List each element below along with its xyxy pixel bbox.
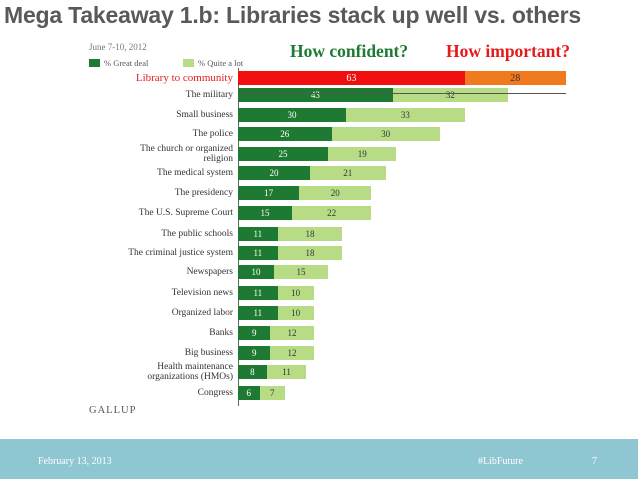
category-label: Organized labor — [171, 308, 233, 318]
gallup-logo: GALLUP — [89, 405, 137, 416]
category-label: The military — [185, 90, 233, 100]
category-label: The U.S. Supreme Court — [138, 208, 233, 218]
category-label: The medical system — [157, 168, 233, 178]
bar-segment-great-deal: 15 — [238, 206, 292, 220]
category-label: The presidency — [174, 188, 233, 198]
bar-segment-great-deal: 43 — [238, 88, 393, 102]
category-label: Banks — [209, 328, 233, 338]
bar-segment-quite-a-lot: 28 — [464, 71, 566, 85]
legend-swatch-quite-a-lot — [183, 59, 194, 67]
bar-segment-quite-a-lot: 12 — [270, 326, 314, 340]
category-label: Television news — [171, 288, 233, 298]
category-label: Small business — [176, 110, 233, 120]
survey-date: June 7-10, 2012 — [89, 42, 147, 52]
reference-line — [238, 93, 566, 94]
bar-segment-great-deal: 26 — [238, 127, 332, 141]
legend-label-quite-a-lot: % Quite a lot — [198, 58, 244, 68]
bar-segment-great-deal: 11 — [238, 227, 278, 241]
bar-segment-quite-a-lot: 21 — [310, 166, 386, 180]
category-label-line: religion — [203, 154, 233, 164]
bar-segment-great-deal: 63 — [238, 71, 465, 85]
bar-segment-quite-a-lot: 18 — [277, 246, 343, 260]
category-label: Health maintenance organizations (HMOs) — [83, 362, 233, 382]
category-label: Newspapers — [186, 267, 233, 277]
bar-segment-quite-a-lot: 11 — [266, 365, 307, 379]
legend-great-deal: % Great deal — [89, 57, 148, 69]
category-label: Library to community — [135, 72, 233, 84]
category-label: Congress — [197, 388, 233, 398]
footer-hashtag: #LibFuture — [478, 456, 523, 467]
bar-segment-great-deal: 11 — [238, 246, 278, 260]
header-how-important: How important? — [446, 41, 570, 61]
bar-segment-quite-a-lot: 22 — [292, 206, 372, 220]
category-label: The church or organized religion — [83, 144, 233, 164]
bar-segment-quite-a-lot: 10 — [277, 306, 314, 320]
bar-segment-great-deal: 9 — [238, 326, 271, 340]
bar-segment-great-deal: 30 — [238, 108, 346, 122]
bar-segment-quite-a-lot: 18 — [277, 227, 343, 241]
bar-segment-great-deal: 20 — [238, 166, 310, 180]
category-label: The police — [192, 129, 233, 139]
bar-segment-quite-a-lot: 32 — [392, 88, 508, 102]
category-label: Big business — [184, 348, 233, 358]
footer-page-number: 7 — [592, 456, 597, 467]
bar-segment-great-deal: 9 — [238, 346, 271, 360]
slide-title: Mega Takeaway 1.b: Libraries stack up we… — [4, 2, 581, 28]
bar-segment-quite-a-lot: 33 — [346, 108, 465, 122]
bar-segment-quite-a-lot: 12 — [270, 346, 314, 360]
category-label-line: organizations (HMOs) — [147, 372, 233, 382]
category-label: The criminal justice system — [128, 248, 233, 258]
bar-segment-quite-a-lot: 19 — [328, 147, 397, 161]
bar-segment-great-deal: 17 — [238, 186, 300, 200]
bar-segment-quite-a-lot: 30 — [331, 127, 440, 141]
bar-segment-great-deal: 25 — [238, 147, 328, 161]
bar-segment-quite-a-lot: 15 — [274, 265, 328, 279]
category-label-line: Health maintenance — [157, 362, 233, 372]
footer-date: February 13, 2013 — [38, 456, 112, 467]
category-label: The public schools — [161, 229, 233, 239]
legend-label-great-deal: % Great deal — [104, 58, 149, 68]
bar-segment-quite-a-lot: 20 — [299, 186, 372, 200]
legend-quite-a-lot: % Quite a lot — [183, 57, 243, 69]
bar-segment-great-deal: 6 — [238, 386, 260, 400]
bar-segment-great-deal: 8 — [238, 365, 267, 379]
bar-segment-quite-a-lot: 10 — [277, 286, 314, 300]
bar-segment-great-deal: 10 — [238, 265, 274, 279]
legend-swatch-great-deal — [89, 59, 100, 67]
bar-segment-quite-a-lot: 7 — [259, 386, 285, 400]
bar-segment-great-deal: 11 — [238, 306, 278, 320]
bar-segment-great-deal: 11 — [238, 286, 278, 300]
category-label-line: The church or organized — [140, 144, 233, 154]
footer-bar: February 13, 2013 #LibFuture 7 — [0, 439, 638, 479]
header-how-confident: How confident? — [290, 41, 409, 61]
